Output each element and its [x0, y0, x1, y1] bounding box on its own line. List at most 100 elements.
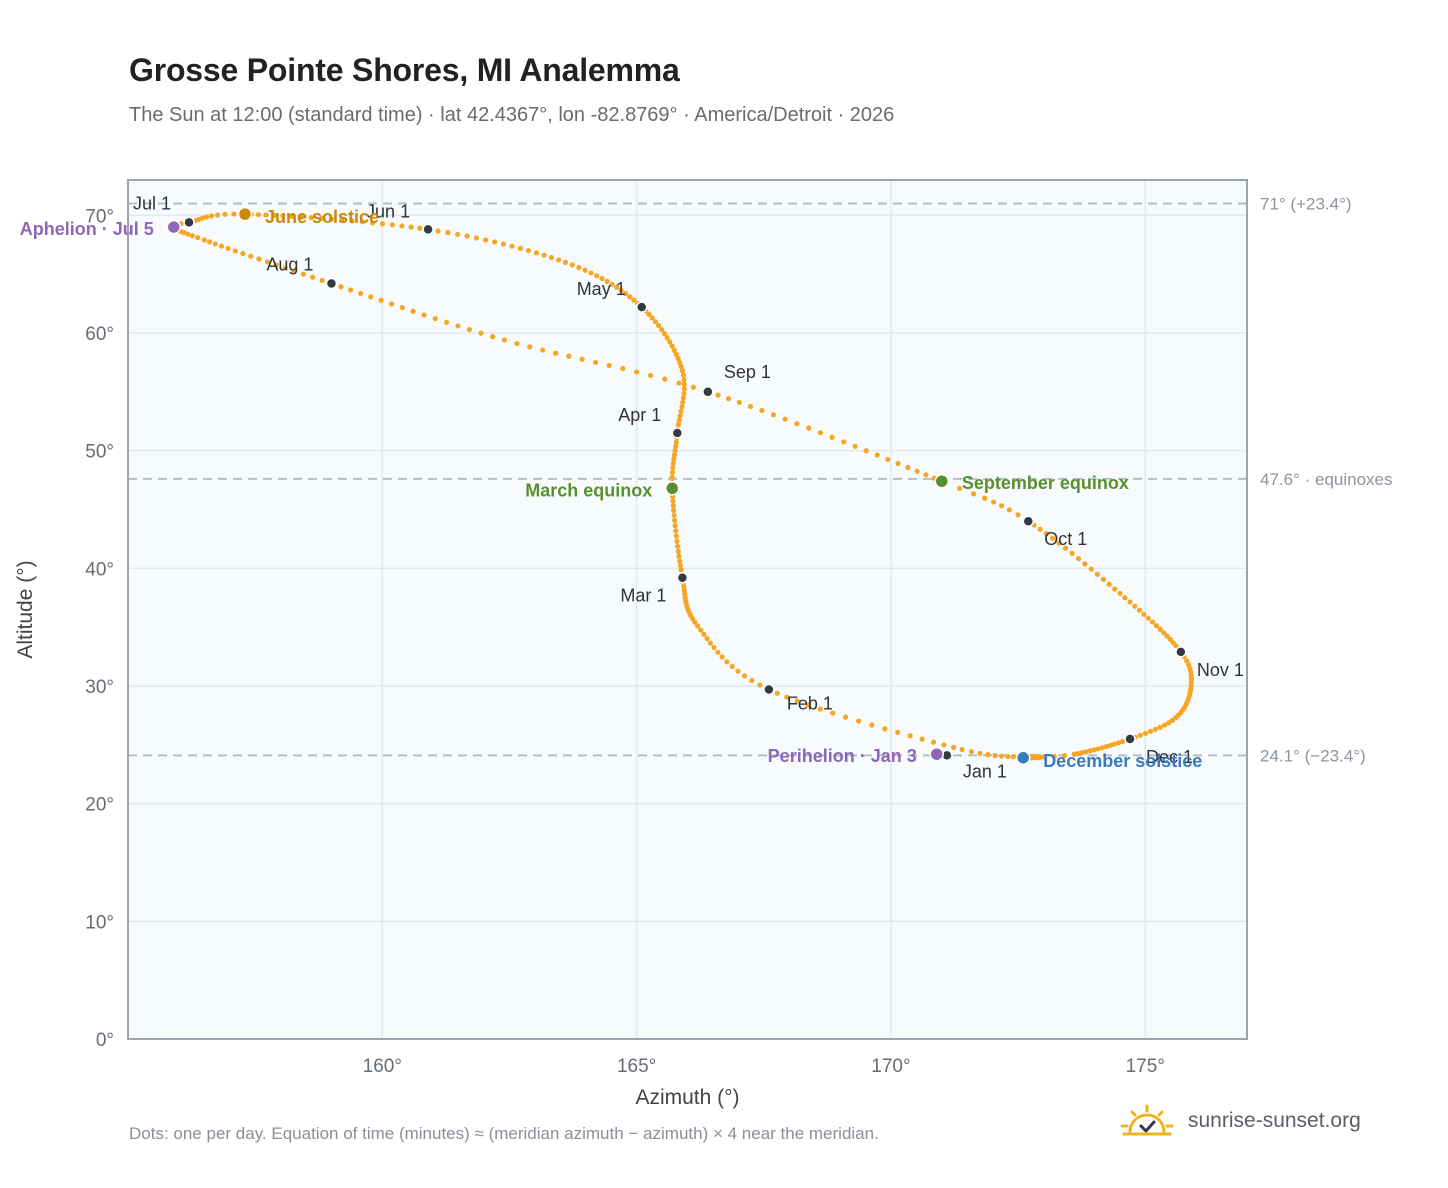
daily-dot [874, 452, 880, 458]
daily-dot [201, 237, 207, 243]
daily-dot [369, 220, 376, 226]
daily-dot [1157, 626, 1163, 632]
daily-dot [672, 448, 678, 454]
daily-dot [784, 694, 790, 700]
daily-dot [248, 253, 254, 259]
daily-dot [863, 448, 869, 454]
daily-dot [1153, 623, 1159, 629]
daily-dot [649, 315, 655, 321]
daily-dot [490, 334, 496, 340]
daily-dot [770, 412, 777, 418]
daily-dot [1161, 630, 1167, 636]
daily-dot [1112, 741, 1118, 747]
daily-dot [661, 331, 668, 337]
daily-dot [724, 659, 730, 665]
daily-dot [676, 380, 682, 386]
daily-dot [189, 233, 195, 239]
daily-dot [349, 218, 355, 224]
daily-dot [1147, 728, 1154, 734]
daily-dot [719, 654, 725, 660]
daily-dot [941, 742, 947, 748]
daily-dot [225, 245, 231, 252]
daily-dot [622, 290, 629, 297]
daily-dot [533, 250, 540, 256]
x-tick-label: 165° [617, 1056, 656, 1077]
daily-dot [856, 718, 862, 724]
daily-dot [599, 275, 605, 282]
month-marker [671, 427, 684, 439]
month-marker [676, 571, 689, 584]
daily-dot [907, 733, 913, 739]
daily-dot [222, 211, 228, 217]
daily-dot [606, 362, 612, 369]
y-tick-label: 10° [85, 912, 114, 933]
event-marker [929, 746, 944, 762]
daily-dot [378, 297, 384, 304]
daily-dot [308, 215, 314, 221]
daily-dot [675, 543, 681, 549]
daily-dot [681, 386, 687, 392]
daily-dot [646, 311, 652, 317]
daily-dot [232, 248, 238, 254]
daily-dot [1043, 531, 1049, 537]
daily-dot [300, 271, 306, 277]
daily-dot [1149, 619, 1156, 625]
daily-dot [1184, 658, 1190, 664]
axes: 0° 10° 20° 30° 40° 50° 60° 70° 160° 165° 170° 175° A… [14, 179, 1248, 1109]
daily-dot [991, 499, 997, 505]
month-label: Feb 1 [787, 694, 833, 714]
daily-dot [206, 239, 213, 245]
daily-dot [749, 677, 755, 684]
month-marker [325, 277, 338, 290]
daily-dot [579, 356, 585, 362]
daily-dot [977, 750, 983, 756]
daily-dot [680, 395, 687, 401]
daily-dot [1164, 633, 1170, 639]
daily-dot [473, 235, 480, 241]
daily-dot [681, 584, 687, 590]
event-label: March equinox [525, 480, 652, 500]
daily-dot [701, 631, 707, 637]
daily-dot [662, 376, 668, 382]
daily-dot [648, 372, 654, 379]
daily-dot [562, 259, 569, 265]
daily-dot [631, 297, 637, 303]
month-marker [1124, 733, 1136, 745]
daily-dot [664, 335, 670, 341]
brand-logo[interactable]: sunrise-sunset.org [1120, 1104, 1361, 1138]
daily-dot [291, 268, 297, 274]
daily-dot [620, 366, 626, 372]
daily-dot [389, 222, 395, 228]
daily-dot [566, 353, 572, 359]
month-markers: Jan 1 Feb 1 Mar 1 Apr 1 May 1 Jun 1 Jul 1 Aug 1… [133, 193, 1244, 781]
daily-dot [675, 355, 681, 362]
daily-dot [264, 259, 271, 265]
daily-dot [1137, 732, 1143, 738]
event-label: Aphelion · Jul 5 [20, 219, 154, 239]
daily-dot [592, 359, 599, 365]
daily-dot [1005, 753, 1011, 760]
daily-dot [673, 351, 679, 357]
daily-dot [1037, 754, 1043, 760]
daily-dot [478, 330, 484, 336]
chart-subtitle: The Sun at 12:00 (standard time) · lat 4… [129, 104, 895, 126]
daily-dot [389, 301, 395, 307]
daily-dot [1069, 550, 1075, 556]
daily-dot [421, 312, 427, 318]
daily-dot [895, 460, 901, 467]
daily-dot [255, 212, 261, 218]
reference-line-label: 24.1° (−23.4°) [1260, 746, 1366, 765]
daily-dot [669, 343, 675, 349]
daily-dot [594, 273, 600, 279]
daily-dot [829, 434, 835, 440]
daily-dot [817, 706, 823, 712]
daily-dot [588, 270, 594, 276]
y-axis-title: Altitude (°) [14, 560, 37, 658]
daily-dot [1127, 599, 1133, 605]
daily-dot [399, 223, 405, 229]
daily-dot [882, 726, 888, 732]
daily-dot [282, 265, 288, 271]
month-marker [422, 223, 434, 236]
daily-dot [985, 752, 991, 758]
daily-dot [1107, 742, 1114, 748]
